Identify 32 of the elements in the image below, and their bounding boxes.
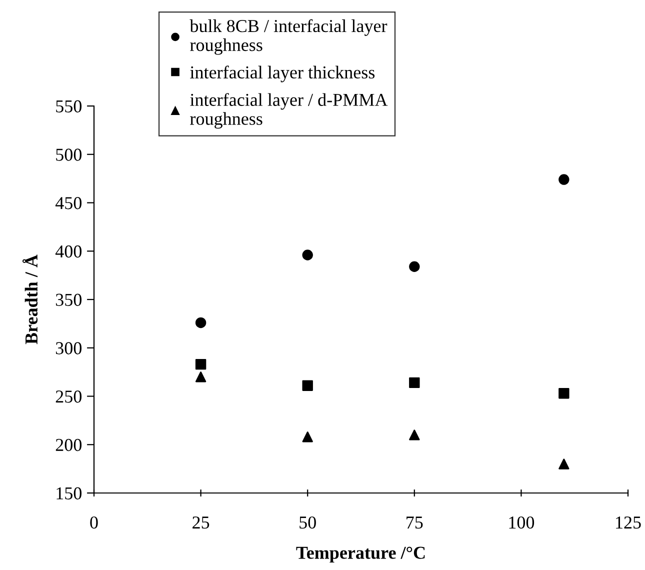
point [558,458,570,470]
point [302,432,313,442]
y-tick-label: 350 [56,294,82,306]
x-tick-label: 100 [509,516,534,529]
y-tick-label: 400 [55,245,82,258]
y-tick-label: 500 [56,148,82,161]
point [558,388,570,399]
point [195,372,206,382]
legend-label: interfacial layer thickness [190,66,375,82]
x-tick-label: 50 [300,516,316,529]
y-tick-label: 150 [56,487,82,500]
point [409,377,420,388]
point [409,261,420,272]
y-axis-title: Breadth / Å [22,254,38,344]
x-tick-label: 125 [616,516,641,529]
y-tick-label: 550 [56,100,82,112]
legend-label: bulk 8CB / interfacial layer roughness [190,19,388,55]
legend-label: interfacial layer / d-PMMA roughness [190,93,388,129]
y-tick-label: 200 [56,438,82,452]
point [409,430,420,440]
point [302,250,313,260]
y-tick-label: 450 [55,197,82,210]
point [195,317,206,328]
y-tick-label: 300 [56,342,82,354]
y-tick-label: 250 [56,390,82,403]
point [558,174,570,185]
point [195,358,206,370]
x-tick-label: 0 [90,516,98,529]
x-axis-title: Temperature /°C [296,546,425,563]
point [302,380,313,391]
x-tick-label: 25 [192,516,210,529]
x-tick-label: 75 [406,516,423,529]
